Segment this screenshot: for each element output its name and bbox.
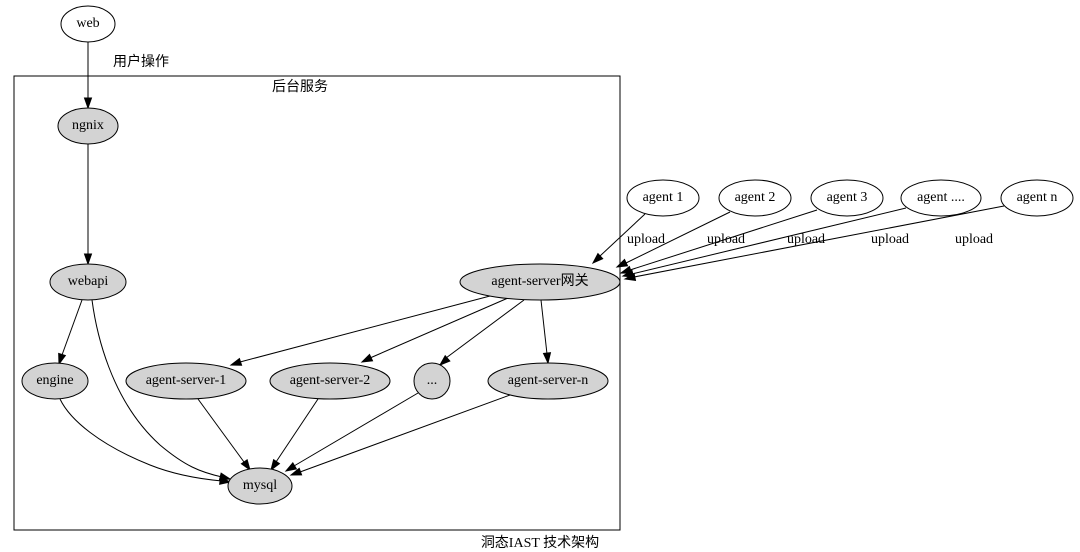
node-engine: engine — [22, 363, 88, 399]
node-label: agent-server-1 — [146, 373, 227, 388]
node-agentdot: agent .... — [901, 180, 981, 216]
edge-agentdot-to-gateway: upload — [623, 208, 909, 277]
node-label: ... — [427, 373, 438, 388]
node-label: agent n — [1017, 190, 1058, 205]
edge-asn-to-mysql — [291, 395, 510, 475]
node-mysql: mysql — [228, 468, 292, 504]
arrowhead-icon — [286, 463, 296, 471]
node-label: agent-server-n — [508, 373, 589, 388]
node-label: mysql — [243, 478, 277, 493]
edge-as1-to-mysql — [198, 399, 250, 470]
edge-label: upload — [627, 232, 665, 247]
edge-nginx-to-webapi — [85, 144, 92, 264]
edge-line — [60, 399, 222, 481]
edge-line — [634, 206, 1004, 277]
node-webapi: webapi — [50, 264, 126, 300]
cluster-backend-box — [14, 76, 620, 530]
node-label: agent .... — [917, 190, 965, 205]
node-asn: agent-server-n — [488, 363, 608, 399]
edge-gateway-to-as2 — [362, 298, 508, 362]
node-agentn: agent n — [1001, 180, 1073, 216]
edge-label: 用户操作 — [113, 53, 169, 70]
edge-web-to-nginx: 用户操作 — [85, 42, 170, 108]
edge-webapi-to-engine — [59, 300, 82, 364]
nodes-group: web ngnix webapi engine agent-server网关 agent-… — [22, 6, 1073, 504]
edge-line — [62, 300, 82, 355]
edge-engine-to-mysql — [60, 399, 230, 484]
arrowhead-icon — [440, 356, 450, 365]
edge-label: upload — [787, 232, 825, 247]
edge-line — [632, 208, 906, 274]
edge-line — [300, 395, 510, 472]
edges-group: 用户操作uploaduploaduploaduploadupload — [59, 42, 1004, 484]
edge-gateway-to-asn — [541, 300, 550, 363]
node-agent1: agent 1 — [627, 180, 699, 216]
edge-line — [370, 298, 508, 358]
edge-line — [240, 296, 490, 362]
edge-line — [294, 393, 418, 466]
edge-line — [446, 300, 524, 358]
node-agent2: agent 2 — [719, 180, 791, 216]
node-label: web — [76, 16, 99, 31]
node-asdot: ... — [414, 363, 450, 399]
arrowhead-icon — [362, 355, 373, 362]
arrowhead-icon — [617, 260, 628, 267]
edge-label: upload — [955, 232, 993, 247]
node-label: agent 1 — [643, 190, 684, 205]
node-label: ngnix — [72, 118, 104, 133]
node-label: agent 3 — [827, 190, 868, 205]
arrowhead-icon — [85, 254, 92, 264]
arrowhead-icon — [85, 98, 92, 108]
edge-gateway-to-as1 — [231, 296, 490, 365]
edge-line — [541, 300, 547, 354]
node-nginx: ngnix — [58, 108, 118, 144]
node-label: engine — [36, 373, 73, 388]
edge-line — [276, 399, 318, 462]
graph-title: 洞态IAST 技术架构 — [481, 535, 599, 551]
edge-asdot-to-mysql — [286, 393, 418, 471]
arrowhead-icon — [241, 460, 250, 470]
arrowhead-icon — [59, 353, 66, 364]
node-label: agent 2 — [735, 190, 776, 205]
cluster-backend-label: 后台服务 — [272, 79, 328, 95]
edge-as2-to-mysql — [271, 399, 318, 470]
node-label: agent-server-2 — [290, 373, 371, 388]
node-as2: agent-server-2 — [270, 363, 390, 399]
node-as1: agent-server-1 — [126, 363, 246, 399]
edge-line — [198, 399, 244, 462]
node-agent3: agent 3 — [811, 180, 883, 216]
node-label: agent-server网关 — [491, 273, 588, 289]
node-gateway: agent-server网关 — [460, 264, 620, 300]
node-web: web — [61, 6, 115, 42]
arrowhead-icon — [231, 359, 242, 366]
node-label: webapi — [68, 274, 109, 289]
edge-label: upload — [871, 232, 909, 247]
arrowhead-icon — [544, 353, 551, 363]
arrowhead-icon — [271, 460, 279, 470]
edge-agent1-to-gateway: upload — [593, 214, 665, 263]
